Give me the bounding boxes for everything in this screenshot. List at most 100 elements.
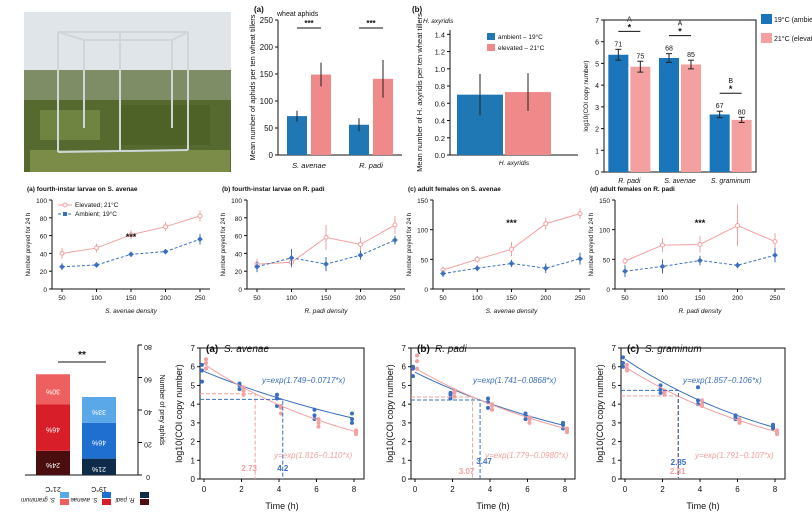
y-tick-label: 20 — [144, 441, 152, 448]
y-tick-label: 4 — [612, 400, 617, 409]
half-life-blue: 2.85 — [671, 458, 687, 467]
y-tick-label: 250 — [260, 16, 274, 25]
stack-segment — [36, 374, 70, 405]
bar — [311, 74, 331, 155]
legend-ambient: 19°C (ambient) — [774, 16, 812, 24]
y-tick-label: 0.4 — [435, 117, 445, 126]
data-point — [316, 417, 321, 422]
n-label: 67 — [716, 103, 724, 110]
x-tick-label: 100 — [657, 295, 668, 302]
x-tick-label: 4 — [277, 485, 282, 494]
y-tick-label: 3 — [402, 419, 407, 428]
equation-blue: y=exp(1.749−0.0717*x) — [261, 376, 346, 385]
mid-panel: 0 50 100 150 50 100 150 200 250 Number preyed for… — [589, 186, 785, 315]
y-axis-label: log10(COI copy number) — [595, 364, 605, 463]
legend-swatch-elevated — [487, 44, 495, 51]
x-tick-label: R. padi — [618, 178, 641, 185]
sig-marker: * — [678, 27, 682, 37]
y-tick-label: 5 — [402, 381, 407, 390]
legend-swatch — [102, 499, 111, 505]
point-elevated — [392, 222, 398, 228]
x-axis-label: R. padi density — [305, 308, 349, 315]
n-label: 85 — [687, 52, 695, 59]
y-tick-label: 4 — [402, 400, 407, 409]
equation-red: y=exp(1.816−0.110*x) — [273, 451, 352, 460]
data-point — [621, 360, 625, 365]
point-elevated — [622, 258, 628, 264]
y-tick-label: 3 — [612, 419, 617, 428]
point-ambient — [323, 261, 329, 267]
fit-curve — [414, 367, 566, 429]
x-tick-label: 6 — [735, 485, 740, 494]
x-tick-label: 4 — [698, 485, 703, 494]
x-tick-label: 250 — [195, 295, 206, 302]
x-tick-label: 50 — [439, 295, 447, 302]
y-tick-label: 80 — [40, 216, 48, 223]
equation-red: y=exp(1.791−0.107*x) — [694, 451, 774, 460]
y-tick-label: 50 — [603, 257, 611, 264]
x-axis-label: S. avenae density — [486, 308, 538, 315]
y-tick-label: 4 — [191, 400, 196, 409]
segment-label: 46% — [46, 426, 60, 433]
data-point — [662, 390, 667, 395]
data-point — [204, 357, 208, 362]
point-elevated — [163, 224, 168, 230]
point-ambient — [622, 268, 628, 275]
legend-swatch — [140, 499, 149, 505]
x-tick-label: 6 — [525, 485, 530, 494]
panel-title-species: S. avenae — [224, 344, 269, 355]
y-tick-label: 40 — [40, 251, 48, 258]
y-tick-label: 60 — [40, 234, 48, 241]
point-ambient — [392, 237, 398, 243]
point-ambient — [474, 265, 481, 272]
point-ambient — [440, 270, 446, 277]
y-tick-label: 5 — [191, 381, 196, 390]
x-tick-label: 150 — [126, 295, 137, 302]
bar — [709, 114, 730, 172]
half-life-blue: 3.47 — [476, 457, 492, 466]
y-tick-label: 100 — [599, 228, 610, 235]
y-axis-label: Mean number of H. axyridis per ten wheat… — [415, 13, 424, 172]
stack-segment — [36, 404, 70, 451]
y-tick-label: 2 — [595, 127, 599, 134]
bar — [630, 66, 651, 172]
legend-swatch-ambient — [487, 33, 495, 40]
data-point — [700, 402, 704, 407]
legend-s-graminum: S. graminum — [21, 496, 55, 502]
point-elevated — [735, 223, 740, 229]
half-life-red: 3.07 — [459, 467, 475, 476]
data-point — [316, 420, 321, 425]
data-point — [625, 362, 629, 367]
half-life-guide-red — [621, 395, 679, 479]
data-point — [350, 420, 354, 425]
x-tick-label: 200 — [160, 295, 171, 302]
y-tick-label: 0 — [402, 475, 407, 484]
half-life-guide-red — [200, 393, 256, 479]
y-tick-label: 0.6 — [435, 99, 445, 108]
data-point — [275, 392, 279, 397]
sig-marker: *** — [366, 19, 376, 28]
bar — [608, 54, 629, 172]
half-life-guide-blue — [411, 399, 481, 479]
point-ambient — [577, 255, 583, 262]
y-tick-label: 0.0 — [435, 151, 445, 160]
y-axis-label: Mean number of aphids per ten wheat till… — [248, 14, 257, 160]
y-tick-label: 7 — [595, 18, 599, 25]
y-axis-label: Number preyed for 24 h — [589, 213, 595, 276]
data-point — [775, 430, 779, 435]
x-tick-label: S. graminum — [711, 178, 751, 185]
y-tick-label: 200 — [260, 43, 274, 52]
chart-title: wheat aphids — [276, 11, 319, 18]
data-point — [200, 362, 204, 367]
plot-frame — [620, 347, 786, 480]
x-tick-label: 2 — [239, 485, 244, 494]
plot-frame — [199, 347, 365, 480]
y-tick-label: 1 — [402, 456, 407, 465]
half-life-blue: 4.2 — [277, 464, 289, 473]
x-tick-label: 50 — [253, 295, 261, 302]
y-tick-label: 20 — [40, 269, 48, 276]
panel-title-species: S. graminum — [645, 344, 702, 355]
data-point — [200, 368, 204, 373]
